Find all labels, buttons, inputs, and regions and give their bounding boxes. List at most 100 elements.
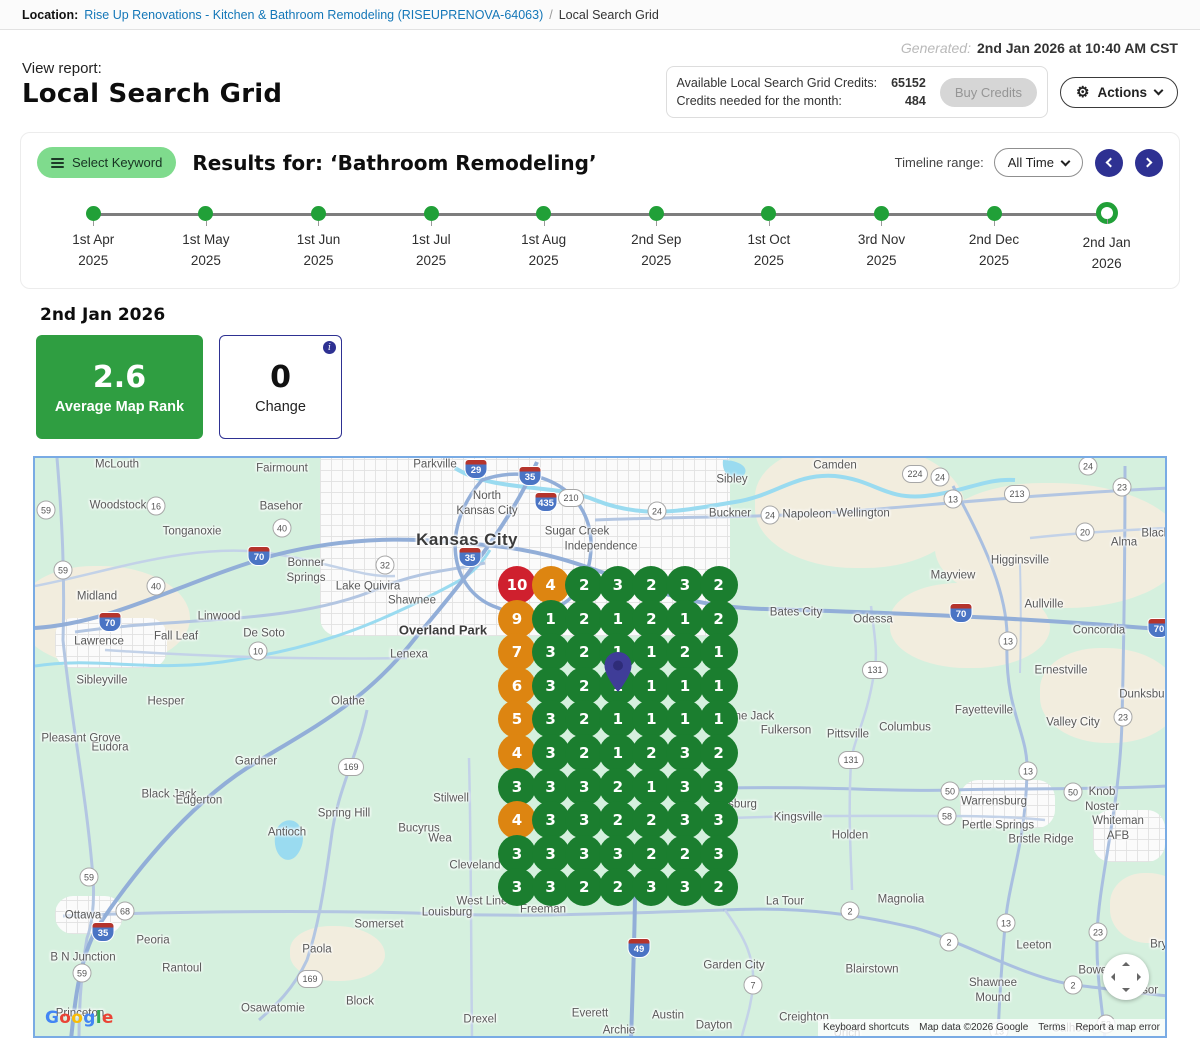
grid-rank-cell[interactable]: 3 xyxy=(498,768,536,806)
pan-up-icon[interactable] xyxy=(1122,962,1130,966)
map-label: Midland xyxy=(77,590,117,605)
grid-rank-cell[interactable]: 2 xyxy=(700,868,738,906)
grid-rank-cell[interactable]: 3 xyxy=(532,801,570,839)
grid-rank-cell[interactable]: 3 xyxy=(700,835,738,873)
grid-rank-cell[interactable]: 3 xyxy=(532,633,570,671)
route-shield-icon: 16 xyxy=(147,497,166,516)
grid-rank-cell[interactable]: 3 xyxy=(532,734,570,772)
grid-rank-cell[interactable]: 2 xyxy=(599,768,637,806)
grid-rank-cell[interactable]: 9 xyxy=(498,600,536,638)
grid-rank-cell[interactable]: 2 xyxy=(565,667,603,705)
grid-rank-cell[interactable]: 3 xyxy=(666,768,704,806)
report-map-error-link[interactable]: Report a map error xyxy=(1071,1019,1165,1036)
grid-rank-cell[interactable]: 6 xyxy=(498,667,536,705)
timeline-dot[interactable] xyxy=(874,206,889,221)
route-shield-icon: 13 xyxy=(999,632,1018,651)
buy-credits-button[interactable]: Buy Credits xyxy=(940,78,1037,107)
grid-rank-cell[interactable]: 1 xyxy=(700,700,738,738)
pan-down-icon[interactable] xyxy=(1122,988,1130,992)
grid-rank-cell[interactable]: 4 xyxy=(498,801,536,839)
grid-rank-cell[interactable]: 4 xyxy=(532,566,570,604)
grid-rank-cell[interactable]: 2 xyxy=(599,801,637,839)
route-shield-icon: 23 xyxy=(1113,478,1132,497)
actions-button-label: Actions xyxy=(1097,85,1147,100)
timeline-dot[interactable] xyxy=(761,206,776,221)
timeline-range-select[interactable]: All Time xyxy=(994,148,1083,177)
location-label: Location: xyxy=(22,8,78,22)
grid-rank-cell[interactable]: 3 xyxy=(599,835,637,873)
grid-rank-cell[interactable]: 3 xyxy=(666,566,704,604)
map-label: Antioch xyxy=(268,826,306,841)
timeline-dot[interactable] xyxy=(649,206,664,221)
grid-rank-cell[interactable]: 2 xyxy=(599,868,637,906)
grid-rank-cell[interactable]: 1 xyxy=(532,600,570,638)
grid-rank-cell[interactable]: 4 xyxy=(498,734,536,772)
terms-link[interactable]: Terms xyxy=(1033,1019,1070,1036)
grid-rank-cell[interactable]: 1 xyxy=(666,600,704,638)
grid-rank-cell[interactable]: 2 xyxy=(565,734,603,772)
grid-rank-cell[interactable]: 10 xyxy=(498,566,536,604)
generated-row: Generated: 2nd Jan 2026 at 10:40 AM CST xyxy=(0,30,1200,56)
grid-rank-cell[interactable]: 2 xyxy=(565,600,603,638)
keyboard-shortcuts-link[interactable]: Keyboard shortcuts xyxy=(818,1019,914,1036)
grid-rank-cell[interactable]: 2 xyxy=(666,835,704,873)
grid-rank-cell[interactable]: 1 xyxy=(700,633,738,671)
grid-rank-cell[interactable]: 2 xyxy=(700,734,738,772)
grid-rank-cell[interactable]: 3 xyxy=(532,868,570,906)
grid-rank-cell[interactable]: 3 xyxy=(532,667,570,705)
timeline-dot-selected[interactable] xyxy=(1096,202,1118,224)
grid-rank-cell[interactable]: 3 xyxy=(532,835,570,873)
grid-rank-cell[interactable]: 1 xyxy=(700,667,738,705)
grid-rank-cell[interactable]: 2 xyxy=(632,835,670,873)
change-value: 0 xyxy=(270,360,291,395)
grid-rank-cell[interactable]: 1 xyxy=(599,700,637,738)
pan-left-icon[interactable] xyxy=(1111,973,1115,981)
chevron-left-icon xyxy=(1106,158,1116,168)
map-label: Fall Leaf xyxy=(154,630,198,645)
pan-right-icon[interactable] xyxy=(1137,973,1141,981)
grid-rank-cell[interactable]: 3 xyxy=(532,700,570,738)
grid-rank-cell[interactable]: 3 xyxy=(599,566,637,604)
grid-rank-cell[interactable]: 3 xyxy=(666,734,704,772)
grid-rank-cell[interactable]: 3 xyxy=(700,768,738,806)
google-logo-letter: g xyxy=(83,1008,95,1028)
grid-rank-cell[interactable]: 1 xyxy=(666,667,704,705)
map-label: Independence xyxy=(565,540,638,555)
business-location-pin xyxy=(603,652,633,692)
timeline-dot[interactable] xyxy=(536,206,551,221)
info-icon[interactable]: i xyxy=(323,341,336,354)
interstate-shield-icon: 70 xyxy=(248,546,271,566)
grid-rank-cell[interactable]: 3 xyxy=(700,801,738,839)
map-label: Napoleon xyxy=(782,508,831,523)
timeline-dot[interactable] xyxy=(311,206,326,221)
grid-rank-cell[interactable]: 2 xyxy=(632,600,670,638)
grid-rank-cell[interactable]: 2 xyxy=(700,566,738,604)
grid-rank-cell[interactable]: 1 xyxy=(632,768,670,806)
map-pan-control[interactable] xyxy=(1103,954,1149,1000)
location-link[interactable]: Rise Up Renovations - Kitchen & Bathroom… xyxy=(84,8,543,22)
grid-rank-cell[interactable]: 1 xyxy=(599,600,637,638)
grid-rank-cell[interactable]: 3 xyxy=(532,768,570,806)
grid-rank-cell[interactable]: 3 xyxy=(666,801,704,839)
timeline-next-button[interactable] xyxy=(1135,149,1163,177)
timeline-date-label: 2nd Dec 2025 xyxy=(969,230,1019,271)
grid-rank-cell[interactable]: 3 xyxy=(498,868,536,906)
timeline-dot[interactable] xyxy=(86,206,101,221)
grid-rank-cell[interactable]: 2 xyxy=(700,600,738,638)
timeline-dot[interactable] xyxy=(424,206,439,221)
select-keyword-button[interactable]: Select Keyword xyxy=(37,147,176,178)
grid-rank-cell[interactable]: 3 xyxy=(565,835,603,873)
grid-rank-cell[interactable]: 1 xyxy=(599,734,637,772)
map[interactable]: McLouthFairmountParkvilleSibleyCamdenWoo… xyxy=(33,456,1167,1038)
timeline-prev-button[interactable] xyxy=(1095,149,1123,177)
interstate-shield-icon: 35 xyxy=(519,466,542,486)
actions-button[interactable]: ⚙ Actions xyxy=(1060,77,1178,108)
map-label: Ernestville xyxy=(1034,664,1087,679)
timeline-dot[interactable] xyxy=(198,206,213,221)
grid-rank-cell[interactable]: 3 xyxy=(666,868,704,906)
grid-rank-cell[interactable]: 3 xyxy=(565,768,603,806)
grid-rank-cell[interactable]: 3 xyxy=(498,835,536,873)
generated-value: 2nd Jan 2026 at 10:40 AM CST xyxy=(977,40,1178,56)
map-label: Linwood xyxy=(198,610,241,625)
timeline-dot[interactable] xyxy=(987,206,1002,221)
